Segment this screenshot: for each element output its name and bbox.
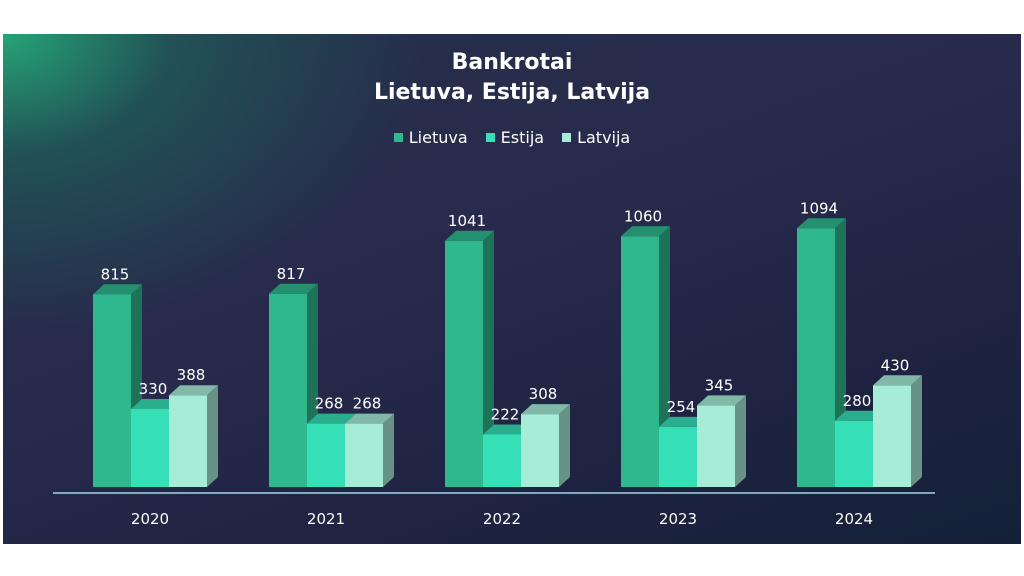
bar-side-latvija-2024 [911, 375, 922, 487]
bar-estija-2020 [131, 408, 169, 487]
data-label-latvija-2022: 308 [529, 385, 558, 403]
x-tick-label-2021: 2021 [307, 510, 345, 528]
data-label-lietuva-2024: 1094 [800, 199, 838, 217]
bar-top-latvija-2020 [169, 385, 218, 396]
bar-top-estija-2022 [483, 424, 532, 435]
legend-label-latvija: Latvija [577, 128, 631, 147]
bar-group-2020: 815 330 388 2020 [93, 265, 218, 528]
data-label-estija-2021: 268 [315, 395, 344, 413]
bar-top-lietuva-2021 [269, 283, 318, 294]
bar-estija-2021 [307, 423, 345, 487]
data-label-estija-2024: 280 [843, 392, 872, 410]
bar-side-latvija-2020 [207, 385, 218, 487]
data-label-latvija-2023: 345 [705, 376, 734, 394]
bar-lietuva-2020 [93, 294, 131, 487]
bar-side-lietuva-2022 [483, 230, 494, 487]
chart-panel: Bankrotai Lietuva, Estija, Latvija Lietu… [3, 34, 1021, 544]
legend-item-latvija: Latvija [562, 128, 630, 147]
bar-side-latvija-2022 [559, 404, 570, 487]
bar-top-estija-2023 [659, 416, 708, 427]
x-tick-label-2022: 2022 [483, 510, 521, 528]
bar-top-lietuva-2024 [797, 218, 846, 229]
legend-label-lietuva: Lietuva [408, 128, 468, 147]
x-tick-label-2024: 2024 [835, 510, 873, 528]
legend-label-estija: Estija [500, 128, 545, 147]
chart-subtitle: Lietuva, Estija, Latvija [373, 80, 651, 105]
data-label-lietuva-2021: 817 [277, 265, 306, 283]
legend: Lietuva Estija Latvija [3, 128, 1021, 147]
bar-latvija-2022 [521, 414, 559, 487]
bar-group-2024: 1094 280 430 2024 [797, 199, 922, 528]
bar-lietuva-2021 [269, 293, 307, 487]
data-label-latvija-2024: 430 [881, 356, 910, 374]
bar-group-2022: 1041 222 308 2022 [445, 212, 570, 528]
x-tick-label-2023: 2023 [659, 510, 697, 528]
bar-group-2023: 1060 254 345 2023 [621, 207, 746, 528]
chart-title: Bankrotai [451, 50, 573, 75]
data-label-latvija-2021: 268 [353, 395, 382, 413]
data-label-lietuva-2022: 1041 [448, 212, 486, 230]
bar-estija-2023 [659, 426, 697, 487]
bar-latvija-2023 [697, 405, 735, 487]
bar-side-latvija-2021 [383, 413, 394, 487]
bar-latvija-2024 [873, 385, 911, 487]
bar-lietuva-2022 [445, 240, 483, 487]
bar-top-estija-2020 [131, 398, 180, 409]
legend-item-estija: Estija [485, 128, 545, 147]
data-label-estija-2022: 222 [491, 405, 520, 423]
bar-top-latvija-2024 [873, 375, 922, 386]
bar-group-2021: 817 268 268 2021 [269, 265, 394, 528]
legend-swatch-estija [485, 133, 495, 142]
legend-item-lietuva: Lietuva [393, 128, 468, 147]
bar-top-estija-2024 [835, 410, 884, 421]
bar-estija-2024 [835, 420, 873, 487]
bar-lietuva-2023 [621, 236, 659, 487]
bar-side-latvija-2023 [735, 395, 746, 487]
bar-top-lietuva-2022 [445, 230, 494, 241]
data-label-latvija-2020: 388 [177, 366, 206, 384]
data-label-lietuva-2023: 1060 [624, 207, 662, 225]
legend-swatch-latvija [562, 133, 572, 142]
data-label-lietuva-2020: 815 [101, 265, 130, 283]
bar-top-latvija-2022 [521, 404, 570, 415]
bar-top-latvija-2023 [697, 395, 746, 406]
bar-top-lietuva-2020 [93, 284, 142, 295]
bar-top-estija-2021 [307, 413, 356, 424]
x-tick-label-2020: 2020 [131, 510, 169, 528]
legend-swatch-lietuva [393, 133, 403, 142]
bar-estija-2022 [483, 434, 521, 487]
chart-plot: 815 330 388 2020 817 268 268 2021 1041 222 308 2022… [53, 199, 935, 528]
bar-lietuva-2024 [797, 228, 835, 488]
bar-latvija-2020 [169, 395, 207, 487]
bar-top-lietuva-2023 [621, 226, 670, 237]
bar-latvija-2021 [345, 423, 383, 487]
data-label-estija-2023: 254 [667, 398, 696, 416]
data-label-estija-2020: 330 [139, 380, 168, 398]
bar-top-latvija-2021 [345, 413, 394, 424]
